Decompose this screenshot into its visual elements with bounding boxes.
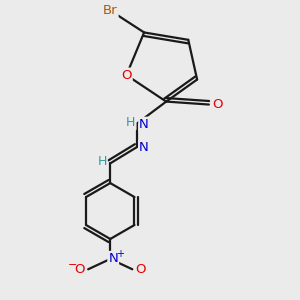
Text: O: O [75,263,85,276]
Text: N: N [139,141,149,154]
Text: +: + [116,249,124,259]
Text: O: O [212,98,222,111]
Text: −: − [68,260,77,270]
Text: H: H [97,155,107,168]
Text: O: O [135,263,146,276]
Text: Br: Br [103,4,118,17]
Text: H: H [126,116,136,129]
Text: N: N [108,252,118,265]
Text: N: N [139,118,149,131]
Text: O: O [121,69,132,82]
